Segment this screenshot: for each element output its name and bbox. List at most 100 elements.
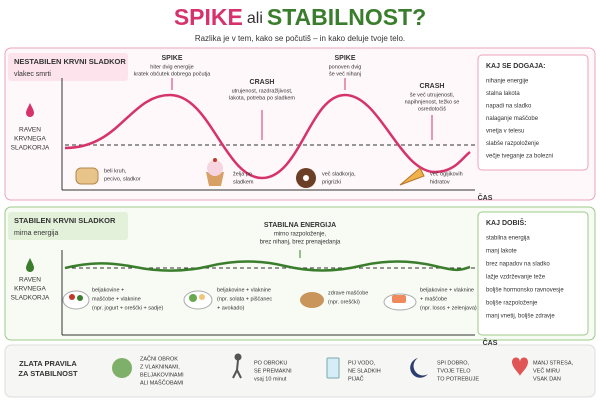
annotation-text: mirno razpoloženje, xyxy=(274,232,327,238)
annotation-title: SPIKE xyxy=(161,55,182,62)
donut-icon xyxy=(296,168,316,188)
rules-title: ZLATA PRAVILA xyxy=(19,359,77,368)
annotation-text: še več nihanj xyxy=(329,71,361,77)
rule-text: vsaj 10 minut xyxy=(254,376,287,382)
panel-title: STABILEN KRVNI SLADKOR xyxy=(14,216,116,225)
side-item: manj lakote xyxy=(486,249,517,255)
subtitle: Razlika je v tem, kako se počutiš – in k… xyxy=(195,34,405,43)
annotation-text: lakota, potreba po sladkem xyxy=(229,95,295,101)
food-text: želja po xyxy=(233,171,252,177)
side-item: nalaganje maščobe xyxy=(486,116,539,122)
side-item: nihanje energije xyxy=(486,79,529,85)
title-or: ali xyxy=(247,10,263,27)
vegetables-icon xyxy=(112,358,132,378)
side-item: stalna lakota xyxy=(486,91,520,97)
bread-icon xyxy=(75,167,99,185)
panel-subtitle: mirna energija xyxy=(14,230,58,237)
food-text: (npr. solata + piščanec xyxy=(217,296,272,302)
salmon-icon xyxy=(383,293,417,311)
rule-text: TVOJE TELO xyxy=(437,368,471,374)
annotation-title: STABILNA ENERGIJA xyxy=(264,222,336,229)
x-axis-label: ČAS xyxy=(483,338,498,347)
walking-icon xyxy=(232,353,242,379)
food-text: beljakovine + vlaknine xyxy=(420,287,474,293)
side-item: boljše razpoloženje xyxy=(486,301,538,307)
bottom-panel xyxy=(4,206,596,341)
x-axis-label: ČAS xyxy=(478,193,493,202)
rule-text: PO OBROKU xyxy=(254,360,287,366)
stable-curve xyxy=(64,260,471,272)
y-axis-label: SLADKORJA xyxy=(11,145,50,152)
rule-text: TO POTREBUJE xyxy=(437,376,479,382)
rules-panel xyxy=(4,344,596,398)
cupcake-icon xyxy=(206,158,224,186)
side-item: vnetja v telesu xyxy=(486,129,524,135)
annotation-title: CRASH xyxy=(250,79,275,86)
annotation-arrows xyxy=(171,78,433,140)
rule-text: SE PREMAKNI xyxy=(254,368,292,374)
food-text: maščobe + vlaknine xyxy=(92,296,141,302)
bottom-side-box xyxy=(477,211,589,336)
y-axis-label: SLADKORJA xyxy=(11,295,50,302)
rule-text: PIJAČ xyxy=(348,375,364,382)
y-axis-label: KRVNEGA xyxy=(14,286,46,293)
annotation-text: osredotočiš xyxy=(418,106,446,112)
food-text: (npr. oreščki) xyxy=(328,299,360,305)
annotation-text: hiter dvig energije xyxy=(150,64,193,70)
food-text: prigrizki xyxy=(322,179,341,185)
food-text: beli kruh, xyxy=(104,168,127,174)
top-panel xyxy=(4,47,596,201)
food-text: več sladkorja, xyxy=(322,171,356,177)
annotation-text: napihnjenost, težko se xyxy=(405,99,460,105)
bottom-title-box xyxy=(8,212,128,240)
annotation-title: SPIKE xyxy=(334,55,355,62)
food-text: (npr. losos + zelenjava) xyxy=(420,305,477,311)
food-text: + avokado) xyxy=(217,305,245,311)
food-text: zdrave maščobe xyxy=(328,290,368,296)
water-icon xyxy=(326,357,340,379)
salad-icon xyxy=(183,290,213,310)
side-title: KAJ DOBIŠ: xyxy=(486,218,526,227)
annotation-text: utrujenost, razdražljivost, xyxy=(232,88,293,94)
nuts-icon xyxy=(300,292,324,308)
side-title: KAJ SE DOGAJA: xyxy=(486,63,546,70)
food-text: beljakovine + xyxy=(92,287,124,293)
y-axis-label: KRVNEGA xyxy=(14,136,46,143)
spike-curve xyxy=(64,93,471,180)
annotation-text: brez nihanj, brez prenajedanja xyxy=(260,240,341,246)
heart-icon xyxy=(512,357,528,376)
top-title-box xyxy=(8,53,128,81)
rule-text: MANJ STRESA, xyxy=(533,360,574,366)
food-text: več ogljikovih xyxy=(430,171,463,177)
side-item: večje tveganje za bolezni xyxy=(486,154,553,160)
food-text: pecivo, sladkor xyxy=(104,176,141,182)
moon-icon xyxy=(410,358,428,378)
top-axes xyxy=(61,78,475,191)
side-item: slabše razpoloženje xyxy=(486,141,540,147)
annotation-text: kratek občutek dobrega počutja xyxy=(134,71,212,77)
rule-text: PIJ VODO, xyxy=(348,360,376,366)
side-item: brez napadov na sladko xyxy=(486,262,550,268)
food-text: sladkem xyxy=(233,179,254,185)
panel-subtitle: vlakec smrti xyxy=(14,71,51,78)
food-text: beljakovine + vlaknine xyxy=(217,287,271,293)
rule-text: ZAČNI OBROK xyxy=(140,355,178,362)
side-item: boljše hormonsko ravnovesje xyxy=(486,288,564,294)
food-text: hidratov xyxy=(430,179,450,185)
rule-text: VSAK DAN xyxy=(533,376,561,382)
rule-text: VEČ MIRU xyxy=(533,367,560,374)
pizza-icon xyxy=(399,167,425,186)
annotation-text: ponoven dvig xyxy=(329,64,362,70)
annotation-text: še več utrujenosti, xyxy=(410,92,455,98)
rule-text: NE SLADKIH xyxy=(348,368,381,374)
bottom-axes xyxy=(61,250,475,336)
annotation-title: CRASH xyxy=(420,83,445,90)
title: SPIKE ali STABILNOST? xyxy=(174,4,426,30)
drop-icon xyxy=(26,103,34,117)
rules-title: ZA STABILNOST xyxy=(18,369,78,378)
food-text: + maščobe xyxy=(420,296,447,302)
rule-text: ALI MAŠČOBAMI xyxy=(140,379,184,386)
rule-text: BELJAKOVINAMI xyxy=(140,372,184,378)
top-side-box xyxy=(477,54,589,171)
